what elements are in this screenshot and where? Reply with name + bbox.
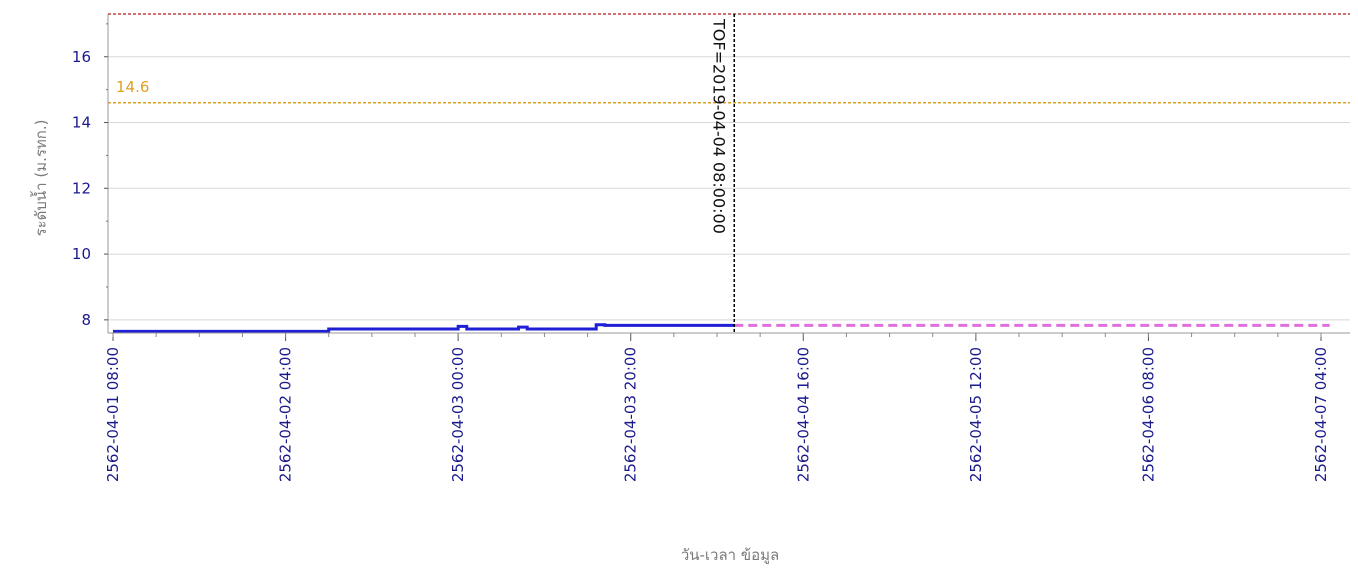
axes — [107, 14, 1350, 334]
y-tick-label: 14 — [72, 114, 91, 132]
y-tick-label: 12 — [72, 179, 91, 197]
x-axis-title: วัน-เวลา ข้อมูล — [681, 546, 779, 564]
y-tick-label: 8 — [81, 311, 91, 329]
x-tick-label: 2562-04-03 20:00 — [622, 347, 640, 482]
x-tick-label: 2562-04-03 00:00 — [449, 347, 467, 482]
y-tick-label: 16 — [72, 48, 91, 66]
x-tick-label: 2562-04-07 04:00 — [1312, 347, 1330, 482]
y-tick-label: 10 — [72, 245, 91, 263]
y-ticks: 8 10 12 14 16 — [72, 23, 108, 329]
x-tick-label: 2562-04-01 08:00 — [104, 347, 122, 482]
tof-marker: TOF=2019-04-04 08:00:00 — [709, 14, 736, 333]
x-tick-label: 2562-04-02 04:00 — [277, 347, 295, 482]
x-tick-label: 2562-04-04 16:00 — [794, 347, 812, 482]
series-line-observed — [113, 323, 735, 333]
series-lines — [113, 323, 1330, 333]
x-tick-label: 2562-04-06 08:00 — [1139, 347, 1157, 482]
reference-label-warning: 14.6 — [116, 78, 149, 96]
grid-lines — [108, 56, 1350, 321]
x-ticks: 2562-04-01 08:00 2562-04-02 04:00 2562-04-… — [104, 333, 1330, 482]
reference-lines: 14.6 — [108, 13, 1350, 104]
tof-label: TOF=2019-04-04 08:00:00 — [709, 18, 728, 234]
x-tick-label: 2562-04-05 12:00 — [967, 347, 985, 482]
y-axis-title: ระดับน้ำ (ม.รทก.) — [30, 120, 50, 237]
